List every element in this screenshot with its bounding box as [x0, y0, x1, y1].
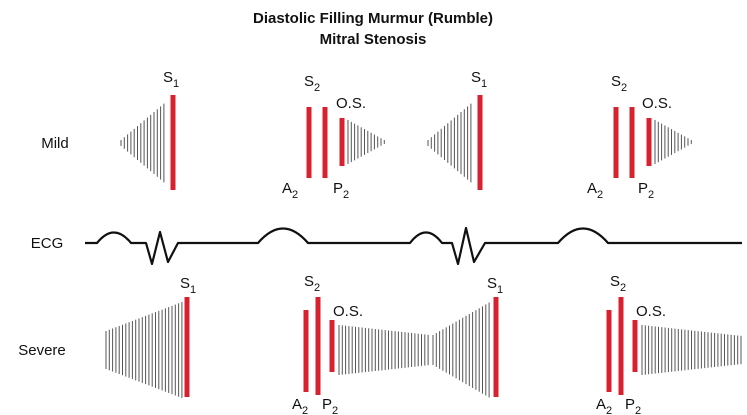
sound-label: A2: [292, 396, 308, 415]
title-line: Diastolic Filling Murmur (Rumble): [253, 10, 493, 27]
sound-label-main: S: [180, 275, 190, 292]
sound-label-main: A: [282, 180, 292, 197]
ecg-trace: [85, 226, 742, 266]
sound-label-main: A: [596, 396, 606, 413]
sound-label: S2: [611, 73, 627, 94]
sound-bar: [329, 320, 335, 372]
sound-label-main: A: [587, 180, 597, 197]
sound-label: P2: [322, 396, 338, 415]
sound-label-main: S: [610, 273, 620, 290]
title-line: Mitral Stenosis: [320, 31, 427, 48]
sound-label: A2: [596, 396, 612, 415]
sound-bar: [606, 310, 612, 392]
sound-label-main: S: [611, 73, 621, 90]
sound-bar: [618, 297, 624, 395]
sound-bar: [493, 297, 499, 397]
sound-label-sub: 2: [621, 82, 627, 94]
sound-label: O.S.: [642, 95, 672, 112]
sound-label-main: O.S.: [636, 303, 666, 320]
sound-label-main: P: [333, 180, 343, 197]
sound-label: S1: [180, 275, 196, 296]
sound-label: S2: [304, 73, 320, 94]
sound-label: S2: [610, 273, 626, 294]
sound-label-sub: 1: [497, 284, 503, 296]
sound-label-main: S: [487, 275, 497, 292]
sound-label-sub: 1: [173, 78, 179, 90]
sound-label-main: O.S.: [336, 95, 366, 112]
sound-label-sub: 2: [292, 189, 298, 201]
sound-label-sub: 1: [190, 284, 196, 296]
sound-label-main: S: [471, 69, 481, 86]
sound-label-sub: 2: [302, 405, 308, 415]
sound-label-sub: 2: [332, 405, 338, 415]
sound-bar: [170, 95, 176, 190]
sound-bar: [632, 320, 638, 372]
sound-label-sub: 2: [597, 189, 603, 201]
sound-label: O.S.: [333, 303, 363, 320]
sound-bar: [315, 297, 321, 395]
sound-bar: [184, 297, 190, 397]
sound-label: A2: [282, 180, 298, 201]
sound-bar: [303, 310, 309, 392]
sound-label-sub: 2: [314, 82, 320, 94]
sound-label-main: A: [292, 396, 302, 413]
sound-bar: [646, 118, 652, 166]
row-label: Severe: [18, 342, 66, 359]
sound-label: P2: [638, 180, 654, 201]
sound-label-main: S: [304, 273, 314, 290]
sound-label-sub: 2: [620, 282, 626, 294]
sound-label-sub: 2: [635, 405, 641, 415]
sound-label-sub: 2: [648, 189, 654, 201]
sound-label: S1: [487, 275, 503, 296]
sound-label-sub: 2: [606, 405, 612, 415]
sound-label-main: P: [625, 396, 635, 413]
sound-label: P2: [333, 180, 349, 201]
sound-bar: [306, 107, 312, 178]
sound-label-main: O.S.: [642, 95, 672, 112]
sound-label-main: S: [163, 69, 173, 86]
sound-bar: [629, 107, 635, 178]
sound-label-sub: 2: [314, 282, 320, 294]
row-label: Mild: [41, 135, 69, 152]
sound-label: O.S.: [336, 95, 366, 112]
sound-label-main: S: [304, 73, 314, 90]
row-label: ECG: [31, 235, 64, 252]
sound-label: S1: [471, 69, 487, 90]
sound-bar: [339, 118, 345, 166]
sound-label: S1: [163, 69, 179, 90]
sound-label: A2: [587, 180, 603, 201]
sound-label: O.S.: [636, 303, 666, 320]
sound-label-sub: 1: [481, 78, 487, 90]
sound-bar: [477, 95, 483, 190]
sound-label-main: P: [322, 396, 332, 413]
sound-bar: [613, 107, 619, 178]
sound-label-sub: 2: [343, 189, 349, 201]
sound-label-main: O.S.: [333, 303, 363, 320]
sound-bar: [322, 107, 328, 178]
sound-label-main: P: [638, 180, 648, 197]
sound-label: P2: [625, 396, 641, 415]
sound-label: S2: [304, 273, 320, 294]
